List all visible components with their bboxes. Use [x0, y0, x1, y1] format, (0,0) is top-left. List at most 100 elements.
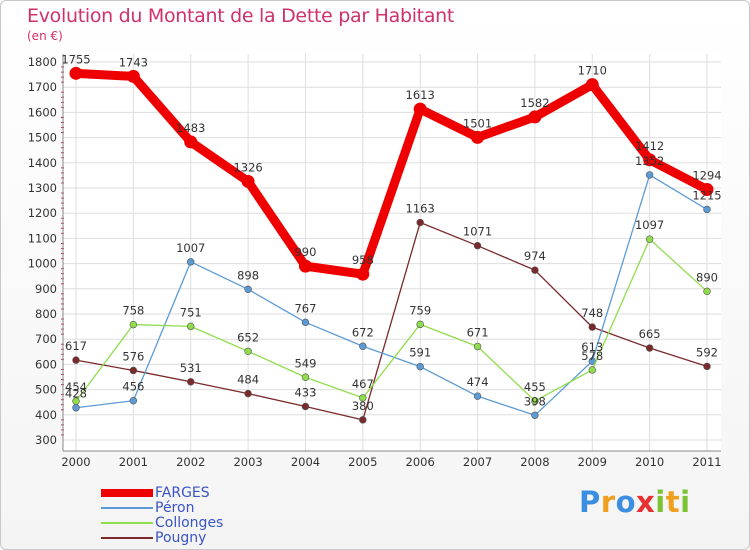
data-label: 652	[237, 330, 259, 344]
data-label: 433	[294, 385, 316, 399]
data-point	[700, 183, 714, 197]
data-label: 1071	[463, 225, 492, 239]
data-label: 484	[237, 373, 259, 387]
data-point	[187, 258, 195, 266]
data-label: 456	[122, 380, 144, 394]
data-label: 758	[122, 304, 144, 318]
data-point	[241, 174, 255, 188]
data-label: 751	[180, 305, 202, 319]
series-line-farges	[71, 68, 712, 279]
data-point	[244, 285, 252, 294]
data-point	[531, 411, 539, 420]
logo-letter: o	[615, 485, 637, 519]
logo-letter: P	[579, 485, 601, 519]
data-point	[359, 416, 367, 424]
data-point	[298, 259, 312, 273]
legend: FARGES Péron Collonges Pougny	[101, 484, 224, 546]
data-point	[72, 397, 80, 405]
series-line-collonges	[75, 238, 708, 402]
data-label: 398	[524, 394, 546, 408]
data-point	[531, 397, 539, 405]
x-tick-label: 2010	[635, 455, 664, 469]
data-point	[531, 266, 539, 274]
logo-letter: r	[600, 485, 616, 519]
x-tick-label: 2005	[348, 455, 377, 469]
data-label: 455	[524, 380, 546, 394]
data-label: 1501	[463, 116, 492, 130]
legend-item: Péron	[101, 500, 223, 516]
data-label: 549	[294, 356, 316, 370]
data-label: 665	[639, 327, 661, 341]
data-point	[301, 402, 310, 411]
y-tick-label: 1800	[28, 55, 57, 69]
data-label: 1582	[520, 96, 549, 110]
data-point	[645, 235, 654, 243]
data-label: 1294	[692, 169, 721, 183]
data-point	[588, 323, 596, 331]
data-point	[703, 205, 711, 214]
data-label: 591	[409, 346, 431, 360]
data-point	[129, 320, 138, 329]
y-tick-label: 1600	[28, 105, 57, 119]
data-label: 759	[409, 303, 431, 317]
data-point	[588, 366, 596, 374]
data-label: 592	[696, 345, 718, 359]
data-point	[129, 396, 138, 405]
data-point	[244, 347, 252, 355]
data-point	[473, 392, 482, 400]
data-label: 1007	[176, 241, 205, 255]
legend-label: Collonges	[155, 514, 224, 531]
data-label: 578	[581, 349, 603, 363]
data-point	[359, 394, 367, 402]
data-label: 1710	[578, 64, 607, 78]
legend-item: Collonges	[101, 514, 224, 531]
data-label: 1326	[233, 160, 262, 174]
data-label: 898	[237, 268, 259, 282]
legend-label: FARGES	[155, 484, 210, 501]
y-tick-label: 500	[35, 383, 57, 397]
proxiti-logo: Proxiti	[579, 485, 691, 519]
x-tick-label: 2001	[119, 455, 148, 469]
data-label: 890	[696, 270, 718, 284]
y-tick-label: 1000	[28, 257, 57, 271]
legend-swatch	[101, 521, 153, 524]
x-tick-label: 2011	[692, 455, 721, 469]
data-label: 767	[294, 301, 316, 315]
data-point	[359, 342, 367, 350]
y-tick-label: 400	[35, 408, 57, 422]
data-point	[643, 153, 657, 167]
data-label: 672	[352, 325, 374, 339]
data-point	[129, 366, 138, 375]
data-point	[413, 102, 427, 116]
y-tick-label: 600	[35, 357, 57, 371]
x-tick-label: 2007	[463, 455, 492, 469]
data-label: 1755	[61, 52, 90, 66]
data-label: 467	[352, 377, 374, 391]
data-label: 617	[65, 339, 87, 353]
legend-swatch	[101, 506, 153, 509]
data-point	[301, 318, 310, 327]
y-tick-label: 300	[35, 433, 57, 447]
data-label: 1097	[635, 218, 664, 232]
data-label: 671	[467, 326, 489, 340]
data-point	[187, 378, 195, 386]
y-tick-label: 800	[35, 307, 57, 321]
data-label: 1412	[635, 139, 664, 153]
data-label: 1215	[692, 188, 721, 202]
logo-letter: t	[665, 485, 681, 519]
x-tick-label: 2002	[176, 455, 205, 469]
data-point	[645, 344, 654, 352]
data-point	[184, 135, 198, 149]
data-point	[528, 110, 542, 124]
data-label: 428	[65, 387, 87, 401]
data-point	[356, 267, 370, 281]
data-point	[471, 130, 485, 144]
series-line-péron	[75, 174, 708, 416]
data-label: 380	[352, 399, 374, 413]
data-label: 1743	[119, 55, 148, 69]
data-label: 474	[467, 375, 489, 389]
x-tick-label: 2003	[233, 455, 262, 469]
x-tick-label: 2006	[406, 455, 435, 469]
